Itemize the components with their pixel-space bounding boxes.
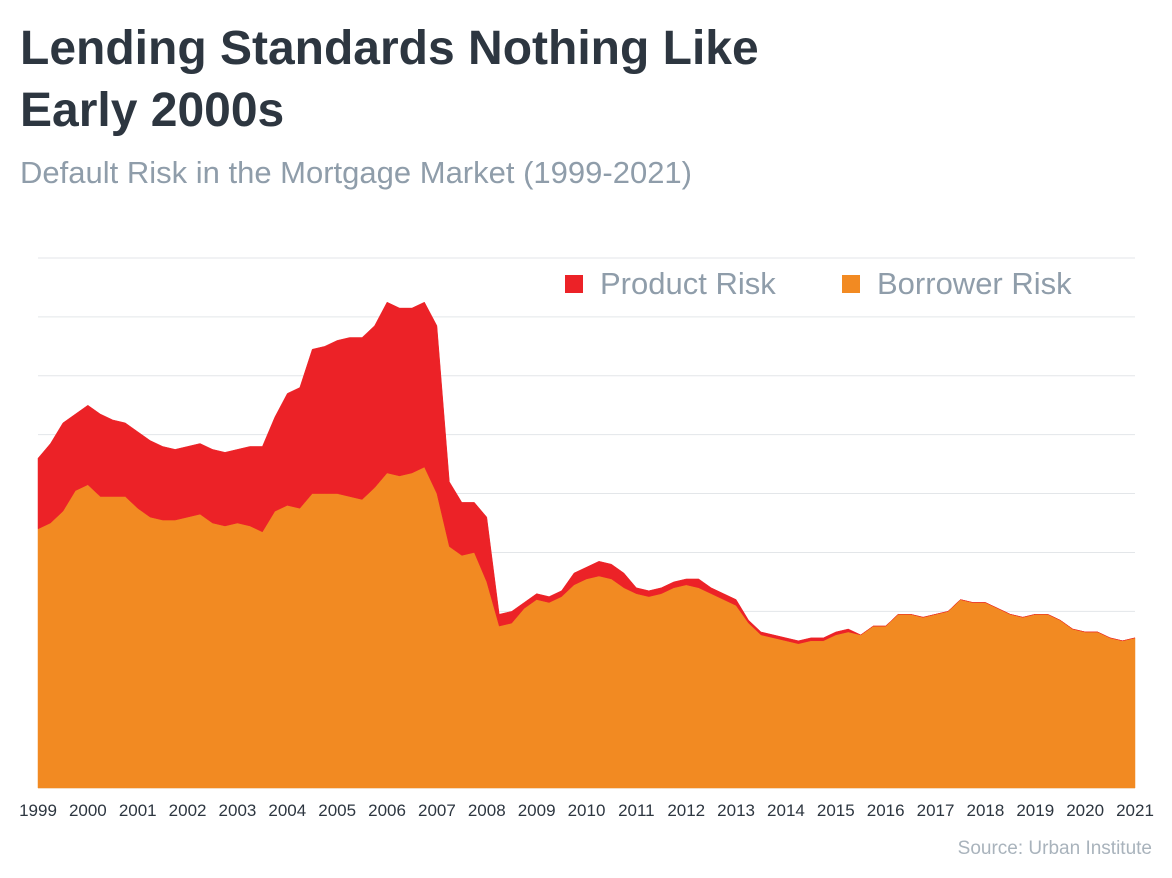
legend-item-product-risk: Product Risk — [565, 266, 776, 302]
chart-subtitle: Default Risk in the Mortgage Market (199… — [20, 155, 692, 190]
x-tick-label: 2000 — [69, 801, 107, 820]
x-tick-label: 2007 — [418, 801, 456, 820]
x-tick-label: 2018 — [966, 801, 1004, 820]
x-tick-label: 2002 — [169, 801, 207, 820]
x-tick-label: 2019 — [1016, 801, 1054, 820]
legend: Product Risk Borrower Risk — [0, 266, 1172, 306]
x-tick-label: 2020 — [1066, 801, 1104, 820]
x-tick-label: 2021 — [1116, 801, 1154, 820]
chart-title: Lending Standards Nothing Like Early 200… — [20, 18, 1020, 142]
x-tick-label: 2012 — [667, 801, 705, 820]
x-tick-label: 2004 — [268, 801, 306, 820]
area-series — [37, 301, 1136, 789]
x-tick-label: 2009 — [518, 801, 556, 820]
legend-label-borrower-risk: Borrower Risk — [877, 266, 1072, 301]
title-line-2: Early 2000s — [20, 84, 285, 137]
x-tick-label: 2013 — [717, 801, 755, 820]
source-note: Source: Urban Institute — [957, 838, 1152, 859]
x-tick-label: 2017 — [917, 801, 955, 820]
x-tick-label: 2015 — [817, 801, 855, 820]
legend-item-borrower-risk: Borrower Risk — [842, 266, 1072, 302]
legend-label-product-risk: Product Risk — [600, 266, 776, 301]
x-tick-label: 2008 — [468, 801, 506, 820]
legend-swatch-borrower-risk — [842, 275, 860, 293]
x-tick-label: 1999 — [19, 801, 57, 820]
x-tick-label: 2005 — [318, 801, 356, 820]
x-tick-label: 2001 — [119, 801, 157, 820]
x-tick-label: 2014 — [767, 801, 805, 820]
x-tick-label: 2003 — [219, 801, 257, 820]
legend-swatch-product-risk — [565, 275, 583, 293]
x-tick-label: 2011 — [618, 801, 655, 820]
x-tick-label: 2010 — [568, 801, 606, 820]
area-product-risk — [37, 301, 1136, 644]
x-tick-label: 2016 — [867, 801, 905, 820]
title-line-1: Lending Standards Nothing Like — [20, 22, 759, 75]
x-axis-ticks: 1999 2000 2001 2002 2003 2004 2005 2006 2007 2008… — [19, 801, 1154, 820]
x-tick-label: 2006 — [368, 801, 406, 820]
